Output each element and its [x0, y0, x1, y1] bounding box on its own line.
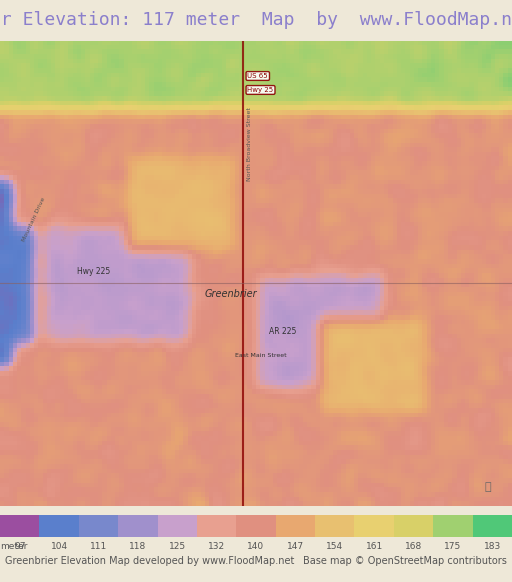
Text: Hwy 25: Hwy 25 [247, 87, 273, 93]
Text: 161: 161 [366, 542, 383, 551]
FancyBboxPatch shape [315, 515, 354, 538]
Text: 183: 183 [484, 542, 501, 551]
Text: 111: 111 [90, 542, 107, 551]
Text: 154: 154 [326, 542, 344, 551]
FancyBboxPatch shape [433, 515, 473, 538]
FancyBboxPatch shape [79, 515, 118, 538]
FancyBboxPatch shape [197, 515, 237, 538]
Text: Greenbrier: Greenbrier [205, 289, 258, 299]
Text: US 65: US 65 [247, 73, 268, 79]
Text: 118: 118 [129, 542, 146, 551]
Text: East Main Street: East Main Street [234, 353, 286, 359]
FancyBboxPatch shape [158, 515, 197, 538]
Text: 104: 104 [51, 542, 68, 551]
FancyBboxPatch shape [0, 515, 39, 538]
Text: Mountain Drive: Mountain Drive [22, 196, 46, 242]
FancyBboxPatch shape [237, 515, 275, 538]
Text: 125: 125 [168, 542, 186, 551]
FancyBboxPatch shape [354, 515, 394, 538]
Text: 147: 147 [287, 542, 304, 551]
FancyBboxPatch shape [394, 515, 433, 538]
Text: 132: 132 [208, 542, 225, 551]
Text: 🔍: 🔍 [484, 482, 490, 492]
Text: Base map © OpenStreetMap contributors: Base map © OpenStreetMap contributors [303, 555, 507, 566]
FancyBboxPatch shape [39, 515, 79, 538]
Text: Hwy 225: Hwy 225 [77, 267, 110, 275]
Text: Greenbrier Elevation Map developed by www.FloodMap.net: Greenbrier Elevation Map developed by ww… [5, 555, 294, 566]
Text: 97: 97 [14, 542, 26, 551]
Text: 140: 140 [247, 542, 265, 551]
FancyBboxPatch shape [118, 515, 158, 538]
Text: AR 225: AR 225 [269, 327, 296, 336]
Text: Greenbrier Elevation: 117 meter  Map  by  www.FloodMap.net (beta): Greenbrier Elevation: 117 meter Map by w… [0, 12, 512, 29]
Text: North Broadview Street: North Broadview Street [247, 108, 252, 182]
FancyBboxPatch shape [275, 515, 315, 538]
Text: meter: meter [0, 542, 27, 551]
Text: 175: 175 [444, 542, 461, 551]
FancyBboxPatch shape [473, 515, 512, 538]
Text: 168: 168 [405, 542, 422, 551]
